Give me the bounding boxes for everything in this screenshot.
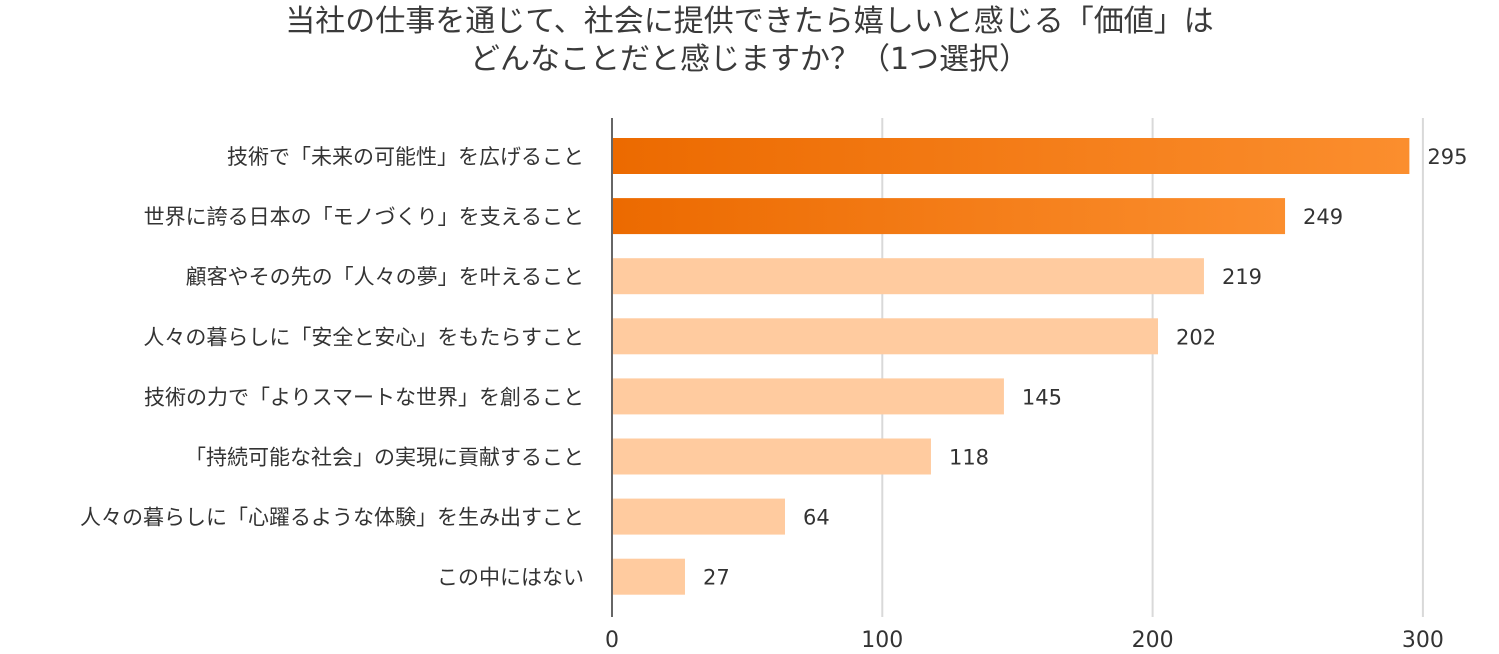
category-label: 世界に誇る日本の「モノづくり」を支えること (144, 205, 584, 229)
category-labels: 技術で「未来の可能性」を広げること世界に誇る日本の「モノづくり」を支えること顧客… (80, 145, 584, 590)
x-axis: 0 100 200 300 (605, 118, 1444, 653)
category-label: 顧客やその先の「人々の夢」を叶えること (186, 265, 584, 289)
data-label: 249 (1303, 205, 1343, 229)
data-label: 118 (949, 446, 989, 470)
data-label: 219 (1222, 265, 1262, 289)
bar (612, 558, 685, 595)
category-label: 人々の暮らしに「安全と安心」をもたらすこと (143, 325, 584, 349)
x-tick-label: 300 (1402, 628, 1444, 653)
category-label: 人々の暮らしに「心躍るような体験」を生み出すこと (80, 506, 584, 530)
category-label: 技術で「未来の可能性」を広げること (227, 145, 584, 169)
bar (612, 138, 1410, 174)
x-tick-label: 0 (605, 628, 619, 653)
bar (612, 258, 1204, 295)
bar (612, 498, 785, 535)
x-tick-label: 200 (1132, 628, 1174, 653)
bar (612, 438, 931, 475)
value-labels: 295 249 219 202 145 118 64 27 (703, 145, 1467, 590)
bars (612, 138, 1410, 595)
grid-lines (881, 118, 1424, 617)
data-label: 27 (703, 566, 730, 590)
chart-title-line-1: 当社の仕事を通じて、社会に提供できたら嬉しいと感じる「価値」は (285, 4, 1214, 39)
data-label: 64 (803, 506, 830, 530)
chart-title-line-2: どんなことだと感じますか？（1つ選択） (469, 42, 1030, 77)
data-label: 295 (1427, 145, 1467, 169)
category-label: この中にはない (437, 566, 584, 590)
bar (612, 378, 1004, 415)
bar (612, 198, 1286, 235)
data-label: 145 (1022, 385, 1062, 409)
category-label: 「持続可能な社会」の実現に貢献すること (185, 446, 584, 470)
data-label: 202 (1176, 325, 1216, 349)
bar (612, 318, 1159, 355)
category-label: 技術の力で「よりスマートな世界」を創ること (144, 385, 584, 409)
x-tick-label: 100 (861, 628, 903, 653)
